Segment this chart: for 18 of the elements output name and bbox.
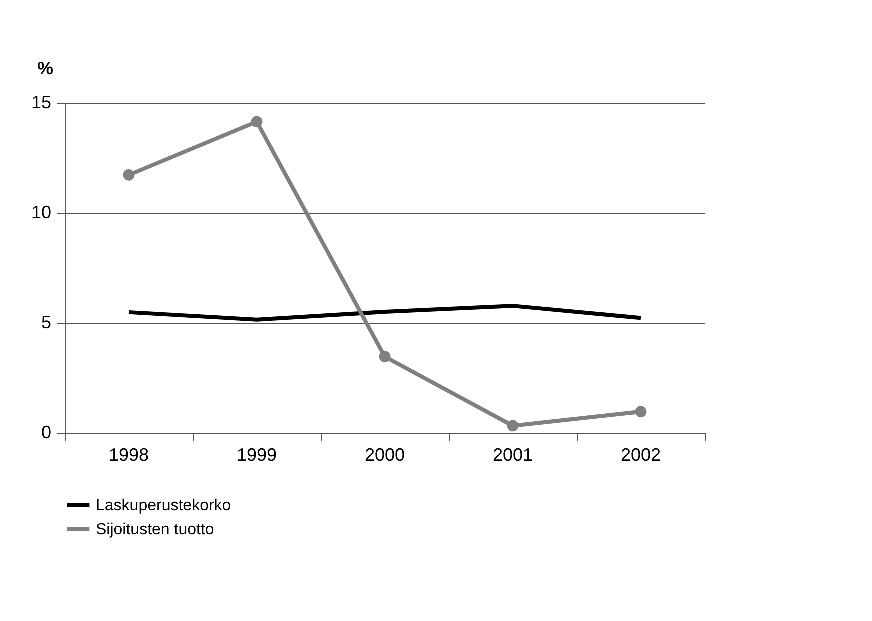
legend-label: Laskuperustekorko xyxy=(96,498,232,514)
point xyxy=(123,169,135,181)
y-tick-label: 10 xyxy=(31,202,52,222)
x-tick-label: 2000 xyxy=(364,445,406,465)
y-tick-label: 15 xyxy=(31,92,52,112)
y-axis-title: % xyxy=(37,58,54,78)
x-tick-label: 1999 xyxy=(236,445,278,465)
y-tick-label: 0 xyxy=(41,422,52,442)
x-tick-label: 1998 xyxy=(108,445,150,465)
point xyxy=(507,420,519,432)
x-tick-label: 2002 xyxy=(620,445,662,465)
legend-label: Sijoitusten tuotto xyxy=(96,522,214,538)
point xyxy=(635,406,647,418)
point xyxy=(379,351,391,363)
line-series xyxy=(127,304,643,322)
point xyxy=(251,116,263,128)
x-tick-label: 2001 xyxy=(492,445,534,465)
y-tick-label: 5 xyxy=(41,312,52,332)
